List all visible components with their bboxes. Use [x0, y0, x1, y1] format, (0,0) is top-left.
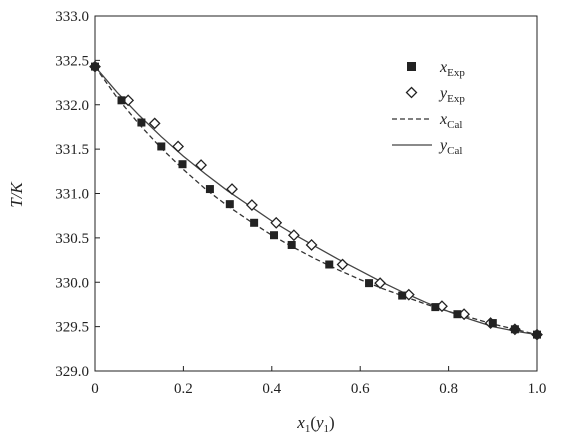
y-axis-label: T/K	[7, 181, 26, 208]
point-x_Exp	[510, 325, 519, 334]
point-x_Exp	[431, 303, 440, 312]
y-tick-label: 329.0	[55, 364, 89, 380]
point-x_Exp	[533, 330, 541, 339]
point-y_Exp	[305, 239, 318, 251]
x-tick-label: 0.8	[439, 381, 458, 397]
point-x_Exp	[488, 319, 497, 328]
point-y_Exp	[195, 159, 207, 172]
legend-swatch-y_Exp	[405, 86, 418, 99]
y-tick-label: 332.0	[55, 98, 89, 114]
legend-label-y_Exp: yExp	[438, 85, 465, 105]
point-x_Exp	[365, 279, 374, 288]
x-axis-label-sub: 1	[305, 423, 311, 435]
point-x_Exp	[157, 142, 166, 151]
y-tick-label: 331.5	[55, 142, 89, 158]
x-axis-label-paren-main: y	[314, 413, 324, 432]
x-tick-label: 0.4	[262, 381, 281, 397]
point-x_Exp	[287, 240, 296, 249]
series-line-y_Cal	[94, 66, 538, 336]
y-tick-label: 333.0	[55, 9, 89, 25]
series-layer	[89, 60, 543, 341]
point-x_Exp	[398, 291, 407, 300]
x-tick-label: 1.0	[528, 381, 547, 397]
point-y_Exp	[270, 216, 283, 229]
x-tick-label: 0	[91, 381, 99, 397]
x-axis: 0 0.2 0.4 0.6 0.8 1.0	[91, 366, 546, 397]
point-y_Exp	[336, 258, 349, 271]
legend-label-x_Exp: xExp	[439, 59, 465, 79]
point-x_Exp	[325, 260, 334, 269]
point-x_Exp	[270, 231, 279, 240]
y-axis: 329.0 329.5 330.0 330.5 331.0 331.5 332.0 332.5…	[55, 9, 100, 380]
legend-swatch-x_Exp	[407, 62, 416, 71]
point-x_Exp	[178, 160, 187, 169]
plot-frame	[94, 15, 538, 372]
point-x_Exp	[137, 118, 146, 127]
y-tick-label: 331.0	[55, 187, 89, 203]
legend: xExp yExp xCal yCal	[392, 59, 465, 157]
point-y_Exp	[226, 183, 238, 195]
plot-area	[94, 15, 538, 372]
point-x_Exp	[91, 62, 99, 71]
x-tick-label: 0.6	[351, 381, 370, 397]
x-axis-label: x1(y1)	[296, 413, 334, 435]
point-y_Exp	[287, 229, 300, 242]
point-y_Exp	[245, 199, 258, 211]
y-tick-label: 330.5	[55, 231, 89, 247]
point-x_Exp	[225, 200, 234, 209]
y-tick-label: 332.5	[55, 53, 89, 69]
point-y_Exp	[172, 140, 185, 153]
series-line-x_Cal	[94, 66, 538, 336]
point-x_Exp	[250, 218, 259, 227]
x-axis-label-paren-sub: 1	[324, 423, 330, 435]
y-tick-label: 330.0	[55, 275, 89, 291]
point-x_Exp	[453, 310, 462, 319]
point-y_Exp	[374, 277, 387, 290]
y-tick-label: 329.5	[55, 320, 89, 336]
point-y_Exp	[148, 117, 161, 130]
legend-label-x_Cal: xCal	[439, 111, 462, 131]
x-tick-label: 0.2	[174, 381, 193, 397]
x-axis-label-main: x	[296, 413, 305, 432]
point-x_Exp	[205, 185, 214, 194]
point-x_Exp	[117, 96, 126, 105]
legend-label-y_Cal: yCal	[438, 137, 462, 157]
